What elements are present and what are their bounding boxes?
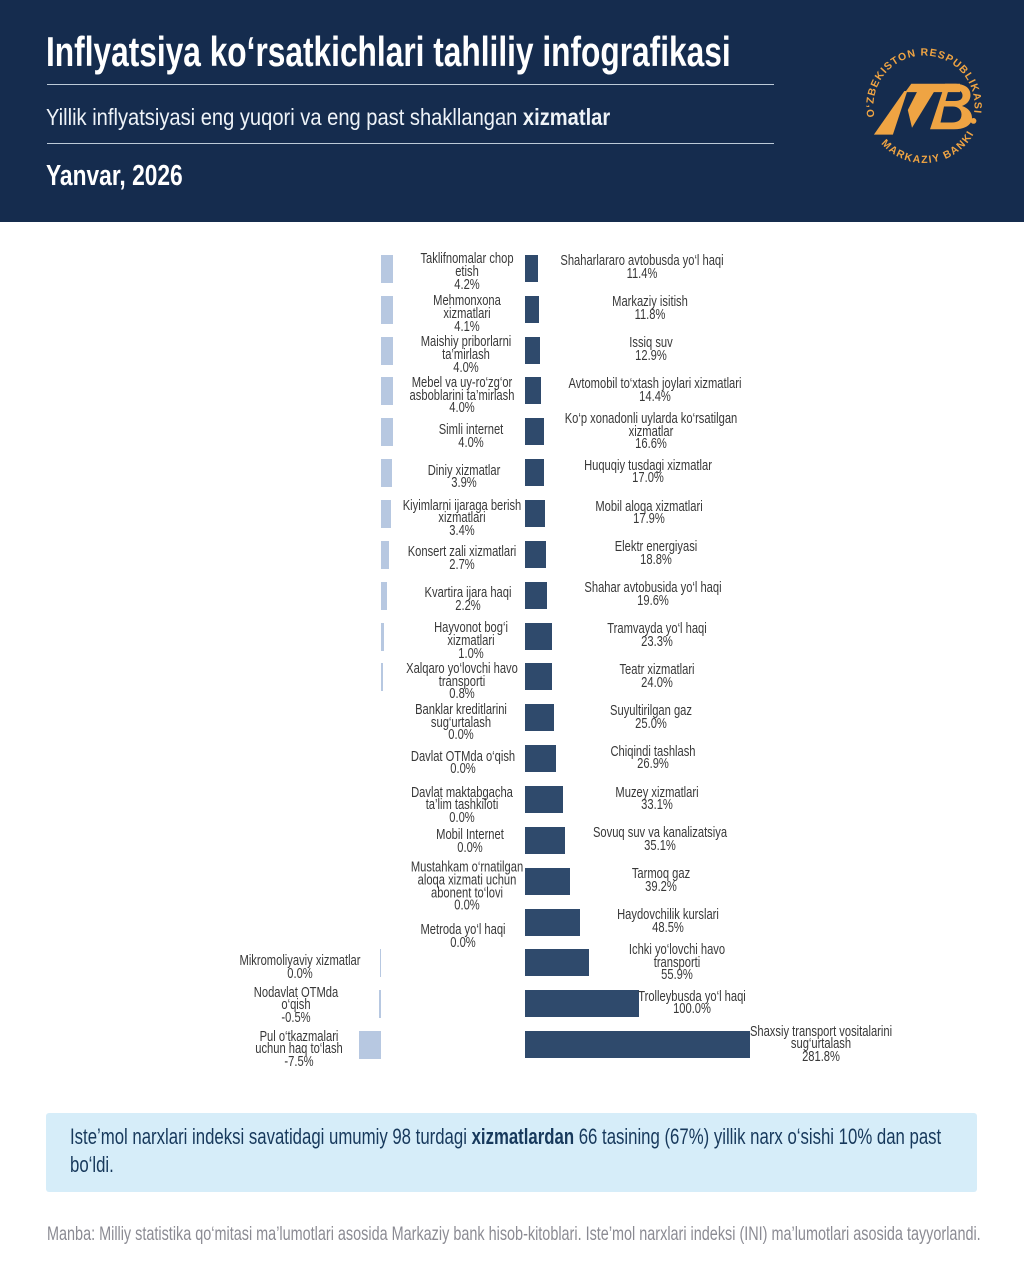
svg-text:MARKAZIY BANKI: MARKAZIY BANKI bbox=[879, 128, 977, 166]
